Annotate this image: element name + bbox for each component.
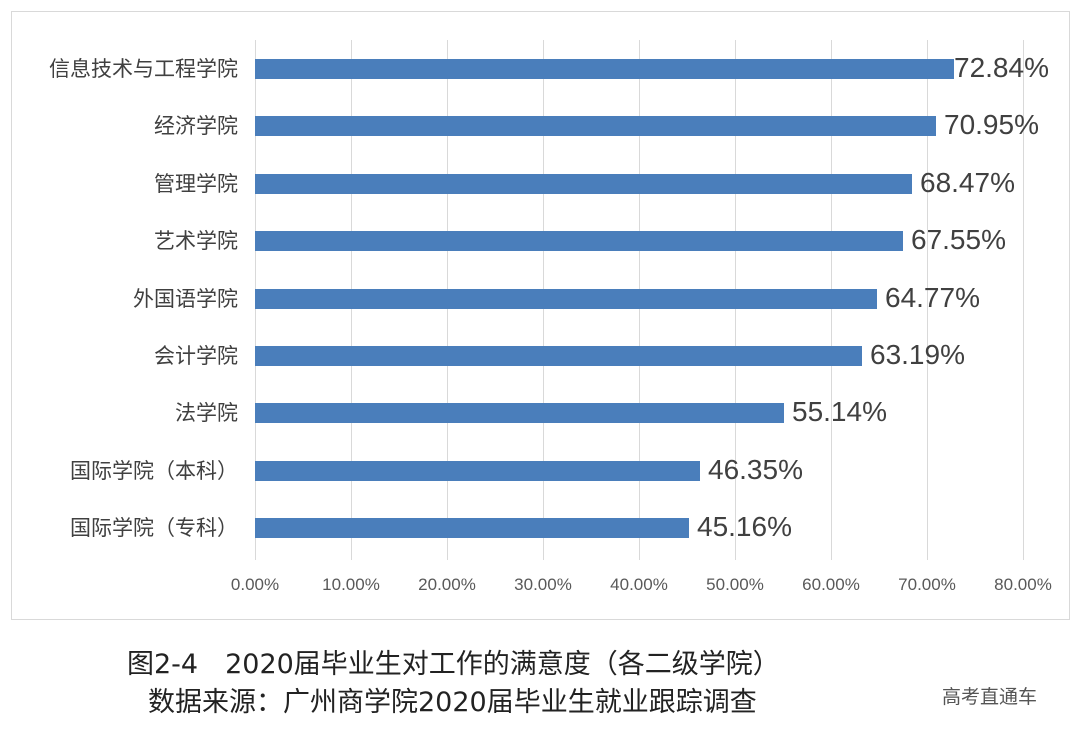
- bar: [255, 403, 784, 423]
- x-tick-label: 10.00%: [322, 575, 380, 594]
- x-tick-label: 80.00%: [994, 575, 1052, 594]
- x-tick-label: 30.00%: [514, 575, 572, 594]
- bar: [255, 231, 903, 251]
- category-label: 经济学院: [154, 114, 238, 138]
- category-label: 艺术学院: [154, 229, 238, 253]
- value-label: 46.35%: [708, 454, 803, 485]
- value-label: 67.55%: [911, 224, 1006, 255]
- figure-title: 图2-4 2020届毕业生对工作的满意度（各二级学院）: [127, 649, 780, 680]
- x-tick-label: 0.00%: [230, 575, 280, 594]
- bar: [255, 59, 954, 79]
- x-tick-label: 50.00%: [706, 575, 764, 594]
- category-label: 会计学院: [154, 344, 238, 368]
- value-label: 64.77%: [885, 282, 980, 313]
- watermark: 高考直通车: [942, 686, 1038, 708]
- value-label: 68.47%: [920, 167, 1015, 198]
- category-label: 信息技术与工程学院: [49, 57, 238, 81]
- value-label: 45.16%: [697, 511, 792, 542]
- value-label: 55.14%: [792, 396, 887, 427]
- bar: [255, 461, 700, 481]
- x-tick-label: 40.00%: [610, 575, 668, 594]
- bar: [255, 116, 936, 136]
- category-label: 国际学院（专科）: [70, 516, 238, 540]
- category-label: 法学院: [175, 401, 238, 425]
- x-tick-label: 20.00%: [418, 575, 476, 594]
- value-label: 72.84%: [954, 52, 1049, 83]
- bar: [255, 518, 689, 538]
- bar: [255, 289, 877, 309]
- gridline: [927, 40, 928, 560]
- category-label: 国际学院（本科）: [70, 459, 238, 483]
- bar: [255, 346, 862, 366]
- x-tick-label: 60.00%: [802, 575, 860, 594]
- gridline: [1023, 40, 1024, 560]
- value-label: 63.19%: [870, 339, 965, 370]
- category-label: 管理学院: [154, 172, 238, 196]
- bar: [255, 174, 912, 194]
- category-label: 外国语学院: [133, 287, 238, 311]
- value-label: 70.95%: [944, 109, 1039, 140]
- x-tick-label: 70.00%: [898, 575, 956, 594]
- data-source: 数据来源：广州商学院2020届毕业生就业跟踪调查: [148, 687, 757, 718]
